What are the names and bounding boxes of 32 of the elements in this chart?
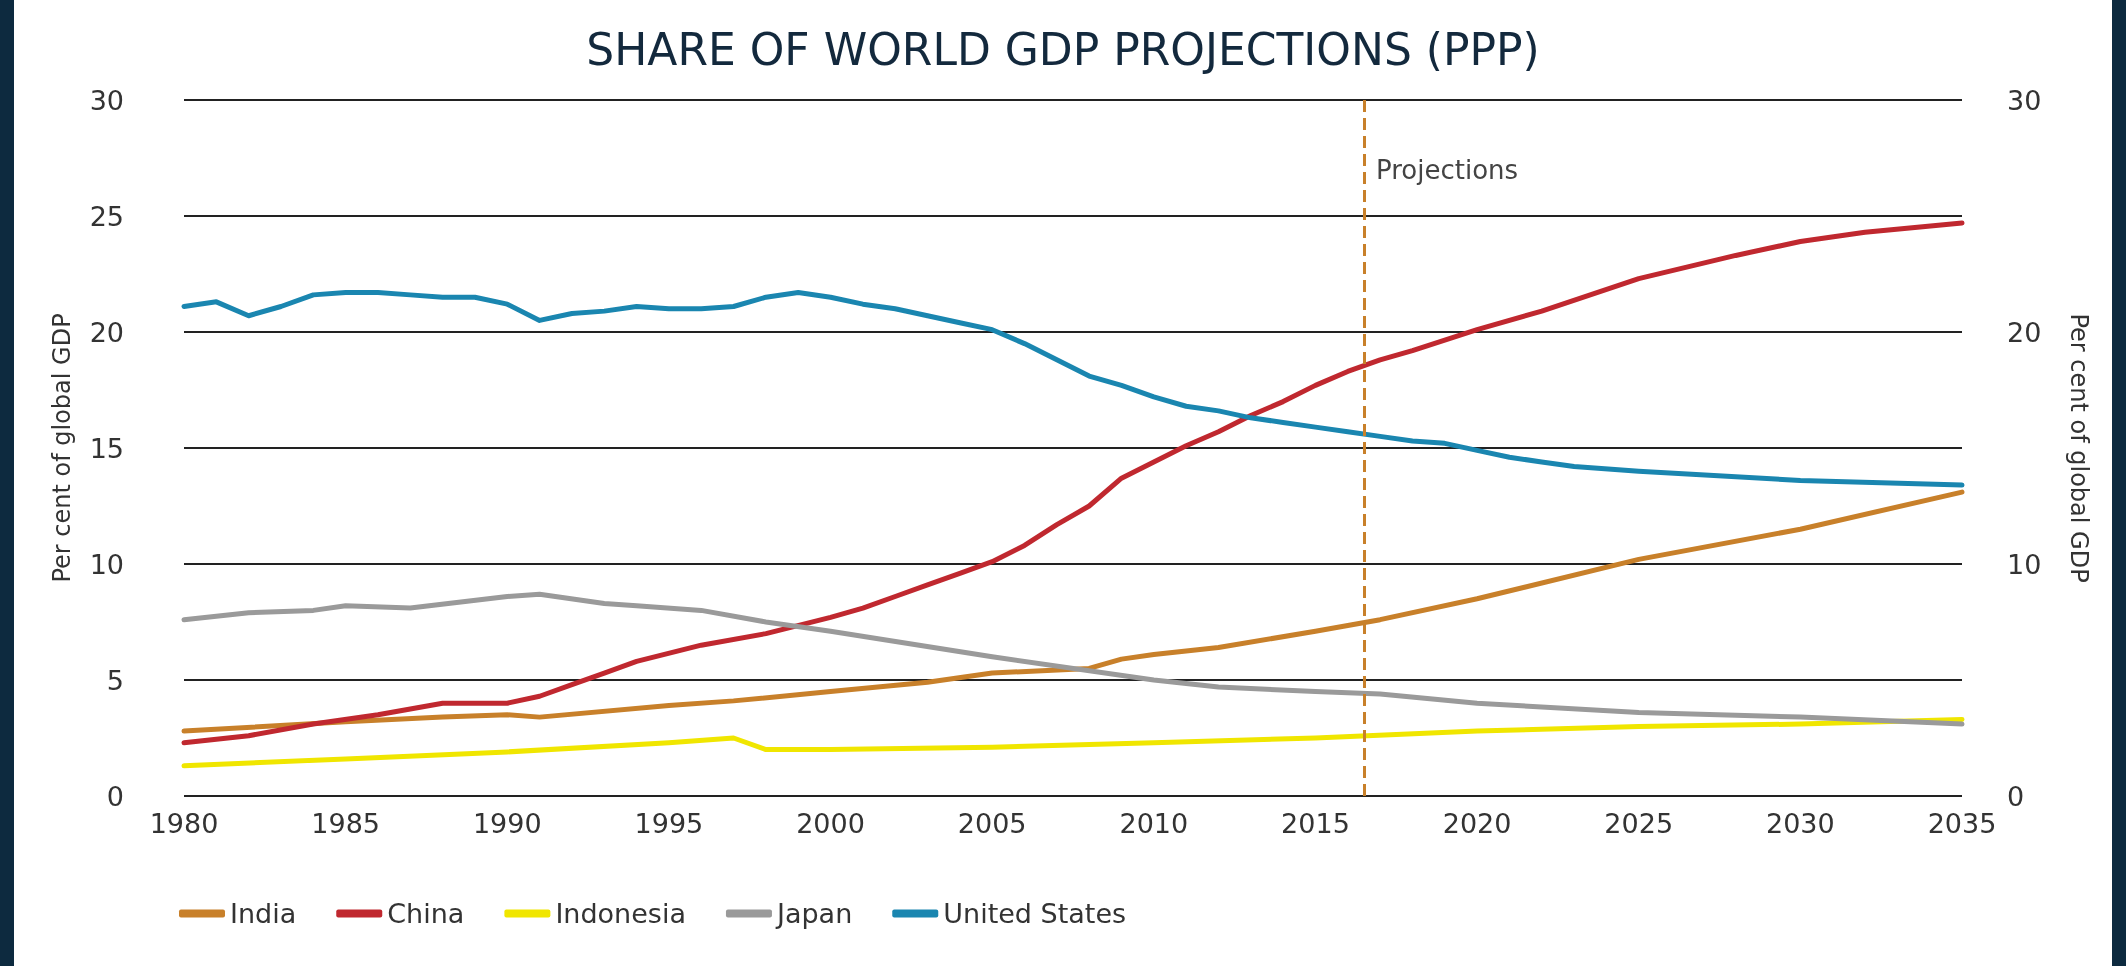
legend-label: Indonesia: [555, 898, 686, 929]
y-tick-label: 0: [106, 780, 124, 812]
y2-axis-title: Per cent of global GDP: [2065, 313, 2093, 583]
y2-tick-label: 0: [2007, 780, 2025, 812]
legend-label: United States: [943, 898, 1127, 929]
x-tick-label: 2005: [957, 808, 1027, 839]
y-tick-label: 5: [106, 664, 124, 696]
x-tick-label: 2025: [1604, 808, 1674, 839]
y-tick-label: 25: [89, 200, 124, 232]
x-tick-label: 2020: [1442, 808, 1512, 839]
y2-tick-label: 20: [2007, 316, 2042, 348]
x-tick-label: 1985: [311, 808, 380, 839]
ref-line-label: Projections: [1375, 155, 1519, 185]
x-tick-label: 1980: [149, 808, 219, 839]
x-tick-label: 2035: [1927, 808, 1997, 839]
x-tick-label: 2030: [1766, 808, 1835, 839]
x-tick-label: 2000: [796, 808, 865, 839]
y-tick-label: 20: [89, 316, 124, 348]
legend-label: Japan: [774, 898, 853, 929]
chart-title: SHARE OF WORLD GDP PROJECTIONS (PPP): [586, 23, 1540, 75]
x-tick-label: 2015: [1281, 808, 1350, 839]
x-tick-label: 2010: [1119, 808, 1189, 839]
y-axis-title: Per cent of global GDP: [48, 313, 76, 583]
y2-tick-label: 30: [2007, 84, 2042, 116]
y-tick-label: 15: [89, 432, 124, 464]
x-tick-label: 1990: [472, 808, 542, 839]
y-tick-label: 10: [89, 548, 124, 580]
y2-tick-label: 10: [2007, 548, 2042, 580]
y-tick-label: 30: [89, 84, 124, 116]
legend-label: China: [387, 898, 465, 929]
x-tick-label: 1995: [634, 808, 704, 839]
legend-label: India: [230, 898, 297, 929]
